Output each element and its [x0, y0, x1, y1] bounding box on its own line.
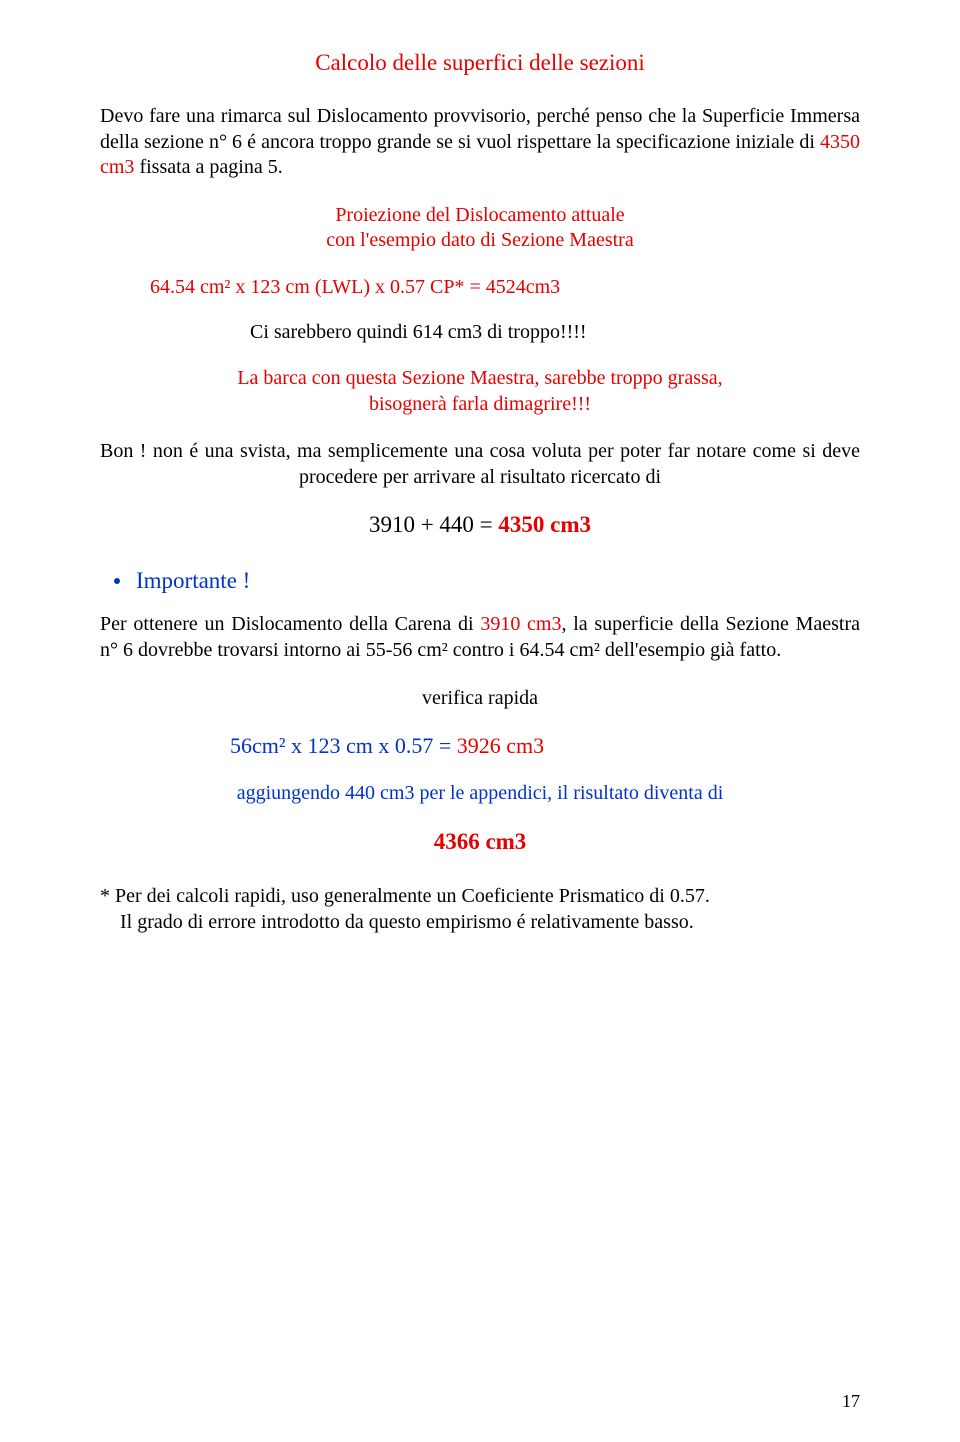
fat-boat-line-b: bisognerà farla dimagrire!!!: [369, 393, 591, 415]
important-label: Importante !: [136, 568, 250, 594]
quick-check-lhs: 56cm² x 123 cm x 0.57 =: [230, 733, 457, 758]
bullet-icon: [114, 578, 120, 584]
projection-line-b: con l'esempio dato di Sezione Maestra: [326, 229, 633, 251]
bon-paragraph: Bon ! non é una svista, ma semplicemente…: [100, 439, 860, 490]
excess-note: Ci sarebbero quindi 614 cm3 di troppo!!!…: [250, 321, 860, 344]
document-page: Calcolo delle superfici delle sezioni De…: [0, 0, 960, 1442]
calc-quick-check: 56cm² x 123 cm x 0.57 = 3926 cm3: [230, 733, 860, 759]
page-title: Calcolo delle superfici delle sezioni: [100, 50, 860, 76]
page-number: 17: [842, 1391, 860, 1412]
advice-text-a: Per ottenere un Dislocamento della Caren…: [100, 613, 480, 635]
projection-heading: Proiezione del Dislocamento attuale con …: [100, 203, 860, 254]
important-bullet: Importante !: [114, 568, 860, 594]
quick-check-label: verifica rapida: [100, 686, 860, 712]
calc-target-lhs: 3910 + 440 =: [369, 512, 498, 537]
fat-boat-note: La barca con questa Sezione Maestra, sar…: [100, 366, 860, 417]
intro-text-a: Devo fare una rimarca sul Dislocamento p…: [100, 105, 860, 153]
footnote: * Per dei calcoli rapidi, uso generalmen…: [100, 883, 860, 935]
fat-boat-line-a: La barca con questa Sezione Maestra, sar…: [237, 367, 722, 389]
footnote-line-a: * Per dei calcoli rapidi, uso generalmen…: [100, 885, 710, 907]
advice-value: 3910 cm3: [480, 613, 561, 635]
final-result: 4366 cm3: [100, 829, 860, 855]
appendix-note: aggiungendo 440 cm3 per le appendici, il…: [100, 781, 860, 807]
intro-text-c: fissata a pagina 5.: [134, 156, 282, 178]
projection-line-a: Proiezione del Dislocamento attuale: [335, 204, 624, 226]
paragraph-advice: Per ottenere un Dislocamento della Caren…: [100, 612, 860, 663]
calc-target-result: 4350 cm3: [498, 512, 591, 537]
footnote-line-b: Il grado di errore introdotto da questo …: [100, 911, 694, 933]
calc-displacement: 64.54 cm² x 123 cm (LWL) x 0.57 CP* = 45…: [150, 276, 860, 299]
quick-check-result: 3926 cm3: [457, 733, 544, 758]
paragraph-intro: Devo fare una rimarca sul Dislocamento p…: [100, 104, 860, 181]
calc-target: 3910 + 440 = 4350 cm3: [100, 512, 860, 538]
